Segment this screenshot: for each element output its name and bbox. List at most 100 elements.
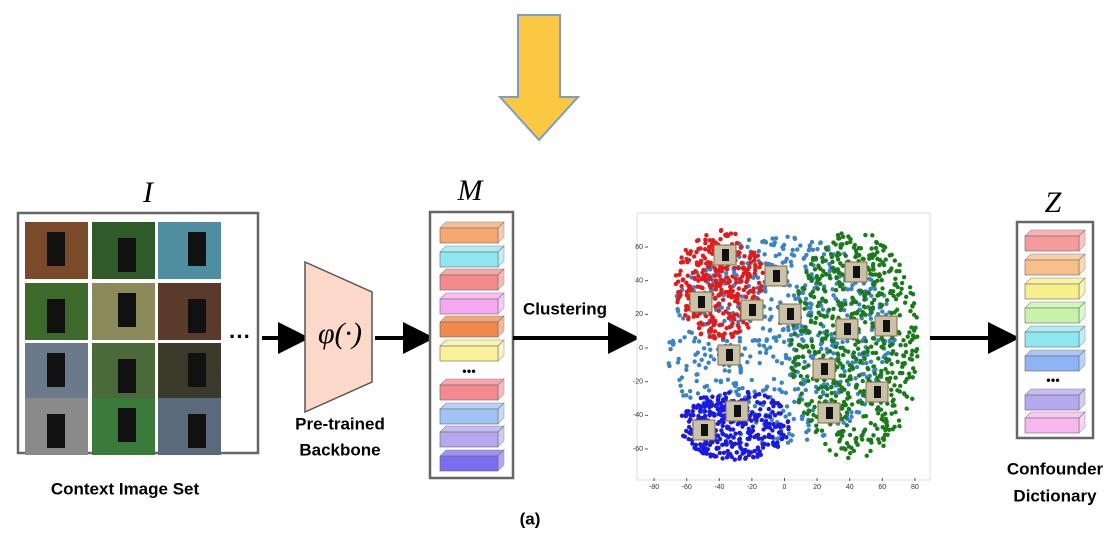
x-tick-label: 60 — [878, 484, 886, 491]
point — [703, 353, 707, 357]
point — [861, 351, 865, 355]
point — [769, 297, 773, 301]
point — [705, 398, 709, 402]
point — [866, 367, 870, 371]
point — [763, 289, 767, 293]
point — [878, 258, 882, 262]
point — [726, 294, 730, 298]
point — [785, 404, 789, 408]
point — [816, 287, 820, 291]
point — [714, 454, 718, 458]
point — [876, 356, 880, 360]
point — [784, 391, 788, 395]
point — [750, 378, 754, 382]
point — [879, 417, 883, 421]
point — [717, 323, 721, 327]
point — [797, 400, 801, 404]
point — [835, 254, 839, 258]
point — [783, 414, 787, 418]
point — [824, 299, 828, 303]
point — [889, 289, 893, 293]
point — [691, 409, 695, 413]
y-tick-label: -40 — [633, 412, 643, 419]
point — [879, 369, 883, 373]
point — [833, 242, 837, 246]
point — [853, 376, 857, 380]
point — [762, 400, 766, 404]
point — [791, 248, 795, 252]
point — [803, 264, 807, 268]
point — [862, 312, 866, 316]
point — [719, 380, 723, 384]
bar-top — [1025, 230, 1085, 236]
point — [733, 277, 737, 281]
point — [828, 448, 832, 452]
point — [848, 240, 852, 244]
point — [678, 384, 682, 388]
point — [818, 267, 822, 271]
point — [849, 287, 853, 291]
bar-top — [440, 379, 504, 385]
point — [737, 431, 741, 435]
point — [721, 420, 725, 424]
point — [822, 287, 826, 291]
point — [814, 430, 818, 434]
mask — [118, 408, 136, 442]
point — [858, 288, 862, 292]
mask — [47, 414, 65, 448]
point — [696, 247, 700, 251]
point — [784, 435, 788, 439]
point — [772, 387, 776, 391]
point — [699, 358, 703, 362]
point — [729, 231, 733, 235]
point — [743, 457, 747, 461]
point — [890, 399, 894, 403]
point — [845, 410, 849, 414]
point — [744, 285, 748, 289]
point — [875, 250, 879, 254]
point — [830, 255, 834, 259]
thumbnail-mask — [749, 304, 756, 316]
point — [860, 401, 864, 405]
point — [751, 429, 755, 433]
point — [824, 247, 828, 251]
point — [824, 332, 828, 336]
mask — [188, 299, 206, 333]
point — [757, 343, 761, 347]
point — [768, 317, 772, 321]
point — [703, 404, 707, 408]
point — [713, 268, 717, 272]
point — [841, 353, 845, 357]
point — [748, 354, 752, 358]
point — [835, 276, 839, 280]
point — [897, 424, 901, 428]
point — [869, 317, 873, 321]
point — [745, 245, 749, 249]
point — [804, 270, 808, 274]
point — [758, 407, 762, 411]
mask — [47, 232, 65, 266]
point — [678, 269, 682, 273]
point — [751, 425, 755, 429]
bar — [440, 346, 498, 361]
image-grid — [25, 222, 221, 455]
point — [844, 403, 848, 407]
point — [811, 413, 815, 417]
point — [804, 388, 808, 392]
point — [877, 293, 881, 297]
thumbnail-mask — [826, 407, 833, 419]
point — [792, 400, 796, 404]
point — [804, 297, 808, 301]
point — [740, 386, 744, 390]
point — [849, 415, 853, 419]
point — [756, 445, 760, 449]
point — [709, 326, 713, 330]
thumbnail-mask — [787, 308, 794, 320]
point — [736, 292, 740, 296]
point — [903, 301, 907, 305]
point — [777, 334, 781, 338]
point — [803, 360, 807, 364]
point — [827, 308, 831, 312]
point — [667, 340, 671, 344]
point — [885, 433, 889, 437]
